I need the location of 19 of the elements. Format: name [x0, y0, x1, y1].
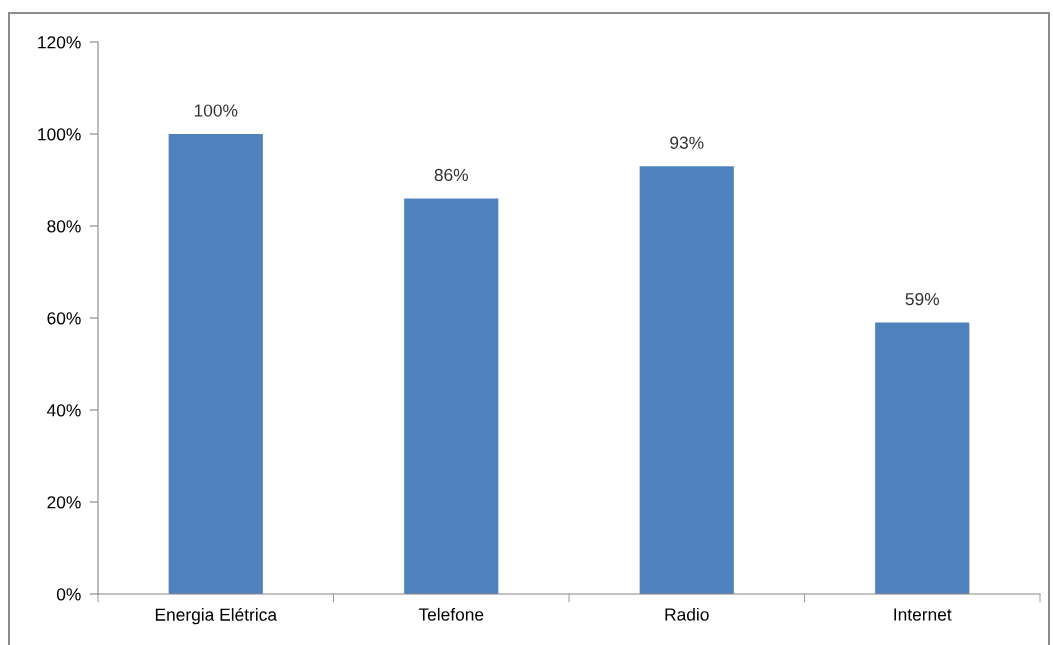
data-label: 93%	[670, 136, 704, 149]
x-tick-label: Telefone	[418, 607, 484, 621]
y-tick-label: 80%	[47, 220, 81, 233]
y-tick-label: 100%	[38, 128, 81, 141]
data-label: 100%	[194, 104, 238, 117]
x-tick-label: Energia Elétrica	[155, 607, 278, 625]
bar	[875, 322, 970, 594]
bar	[404, 198, 499, 594]
y-tick-label: 40%	[46, 404, 81, 417]
y-tick-label: 60%	[47, 312, 81, 325]
bar	[639, 166, 734, 594]
bar	[168, 134, 263, 594]
data-label: 59%	[905, 292, 940, 306]
y-tick-label: 20%	[47, 496, 81, 509]
y-tick-label: 120%	[38, 36, 81, 49]
y-tick-label: 0%	[56, 588, 81, 601]
x-tick-label: Radio	[665, 607, 709, 621]
data-label: 86%	[434, 168, 469, 182]
x-tick-label: Internet	[894, 608, 952, 621]
